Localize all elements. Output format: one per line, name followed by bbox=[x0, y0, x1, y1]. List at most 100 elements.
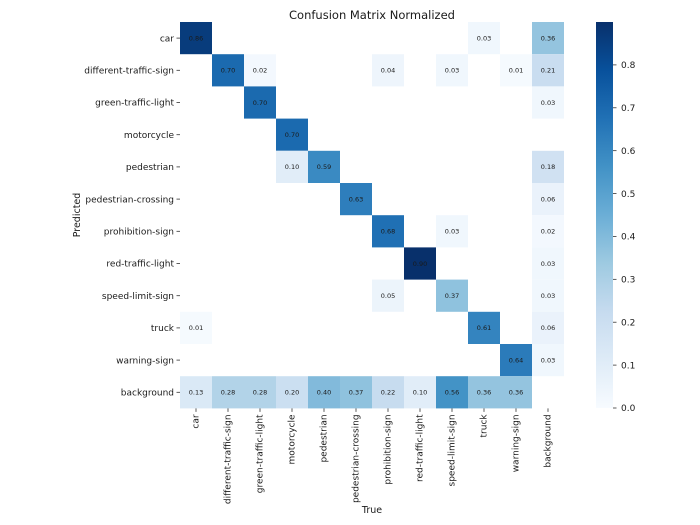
y-tick-label: motorcycle bbox=[124, 131, 175, 141]
x-tick-labels: car different-traffic-sign green-traffic-l… bbox=[192, 408, 554, 504]
cell-value-label: 0.36 bbox=[477, 389, 491, 397]
cell-value-label: 0.40 bbox=[317, 389, 331, 397]
heatmap-cell bbox=[276, 150, 308, 183]
heatmap-cell bbox=[404, 247, 436, 280]
cell-value-label: 0.03 bbox=[541, 99, 555, 107]
heatmap-cell bbox=[180, 376, 212, 409]
cell-value-label: 0.68 bbox=[381, 228, 395, 236]
x-tick-label: background bbox=[544, 414, 554, 467]
cell-value-label: 0.64 bbox=[509, 356, 523, 364]
cell-value-label: 0.02 bbox=[253, 67, 267, 75]
heatmap-cell bbox=[340, 183, 372, 216]
x-tick-label: different-traffic-sign bbox=[224, 414, 234, 504]
cell-value-label: 0.18 bbox=[541, 163, 555, 171]
heatmap-cell bbox=[404, 376, 436, 409]
heatmap-cell bbox=[500, 54, 532, 87]
y-axis-label: Predicted bbox=[72, 193, 83, 238]
cell-value-label: 0.10 bbox=[413, 389, 427, 397]
cell-value-label: 0.05 bbox=[381, 292, 395, 300]
cell-value-label: 0.02 bbox=[541, 228, 555, 236]
cell-value-label: 0.04 bbox=[381, 67, 395, 75]
colorbar-tick-label: 0.1 bbox=[621, 361, 635, 371]
colorbar-tick-label: 0.6 bbox=[621, 147, 636, 157]
heatmap-cell bbox=[276, 118, 308, 151]
colorbar-tick-label: 0.0 bbox=[621, 404, 636, 414]
cell-value-label: 0.70 bbox=[253, 99, 267, 107]
heatmap-cells: 0.86 0.03 0.36 0.70 0.02 0.04 0.03 0.01 0.21 0.70… bbox=[180, 22, 564, 409]
colorbar-tick-label: 0.3 bbox=[621, 276, 635, 286]
heatmap-cell bbox=[244, 54, 276, 87]
cell-value-label: 0.13 bbox=[189, 389, 203, 397]
x-axis-label: True bbox=[361, 505, 382, 516]
heatmap-cell bbox=[276, 376, 308, 409]
cell-value-label: 0.03 bbox=[445, 228, 459, 236]
heatmap-cell bbox=[468, 376, 500, 409]
heatmap-cell bbox=[532, 279, 564, 312]
x-tick-label: motorcycle bbox=[288, 414, 298, 465]
cell-value-label: 0.03 bbox=[541, 356, 555, 364]
cell-value-label: 0.36 bbox=[509, 389, 523, 397]
x-tick-label: pedestrian-crossing bbox=[352, 414, 362, 503]
cell-value-label: 0.70 bbox=[221, 67, 235, 75]
cell-value-label: 0.03 bbox=[445, 67, 459, 75]
cell-value-label: 0.59 bbox=[317, 163, 331, 171]
heatmap-cell bbox=[532, 183, 564, 216]
y-tick-label: different-traffic-sign bbox=[84, 67, 174, 77]
heatmap-cell bbox=[212, 54, 244, 87]
heatmap-cell bbox=[244, 86, 276, 119]
y-tick-label: speed-limit-sign bbox=[102, 292, 174, 302]
cell-value-label: 0.37 bbox=[445, 292, 459, 300]
cell-value-label: 0.01 bbox=[509, 67, 523, 75]
x-tick-label: speed-limit-sign bbox=[448, 414, 458, 486]
heatmap-cell bbox=[436, 215, 468, 248]
heatmap-cell bbox=[372, 279, 404, 312]
heatmap-cell bbox=[532, 54, 564, 87]
heatmap-cell bbox=[468, 22, 500, 55]
cell-value-label: 0.86 bbox=[189, 34, 203, 42]
cell-value-label: 0.03 bbox=[477, 34, 491, 42]
heatmap-cell bbox=[372, 376, 404, 409]
colorbar-tick-label: 0.8 bbox=[621, 61, 636, 71]
heatmap-cell bbox=[244, 376, 276, 409]
cell-value-label: 0.28 bbox=[253, 389, 267, 397]
heatmap-cell bbox=[180, 22, 212, 55]
x-tick-label: red-traffic-light bbox=[416, 414, 426, 482]
y-tick-label: truck bbox=[151, 324, 175, 334]
heatmap-cell bbox=[436, 54, 468, 87]
cell-value-label: 0.03 bbox=[541, 292, 555, 300]
cell-value-label: 0.10 bbox=[285, 163, 299, 171]
heatmap-cell bbox=[532, 311, 564, 344]
cell-value-label: 0.56 bbox=[445, 389, 459, 397]
cell-value-label: 0.90 bbox=[413, 260, 427, 268]
heatmap-cell bbox=[372, 54, 404, 87]
heatmap-cell bbox=[532, 22, 564, 55]
y-tick-label: pedestrian-crossing bbox=[85, 195, 174, 205]
y-tick-label: prohibition-sign bbox=[104, 228, 174, 238]
cell-value-label: 0.20 bbox=[285, 389, 299, 397]
cell-value-label: 0.01 bbox=[189, 324, 203, 332]
heatmap-cell bbox=[308, 376, 340, 409]
heatmap-cell bbox=[532, 86, 564, 119]
colorbar-tick-label: 0.2 bbox=[621, 318, 635, 328]
heatmap-cell bbox=[532, 215, 564, 248]
heatmap-cell bbox=[500, 376, 532, 409]
heatmap-cell bbox=[308, 150, 340, 183]
chart-title: Confusion Matrix Normalized bbox=[289, 8, 455, 22]
cell-value-label: 0.36 bbox=[541, 34, 555, 42]
colorbar-tick-label: 0.5 bbox=[621, 190, 635, 200]
heatmap-cell bbox=[340, 376, 372, 409]
y-tick-labels: car different-traffic-sign green-traffic-l… bbox=[84, 34, 180, 399]
cell-value-label: 0.63 bbox=[349, 195, 363, 203]
colorbar-gradient bbox=[596, 22, 613, 408]
cell-value-label: 0.61 bbox=[477, 324, 491, 332]
y-tick-label: background bbox=[121, 389, 174, 399]
y-tick-label: car bbox=[160, 34, 174, 44]
heatmap-cell bbox=[532, 247, 564, 280]
x-tick-label: green-traffic-light bbox=[256, 414, 266, 493]
x-tick-label: pedestrian bbox=[320, 414, 330, 462]
heatmap-cell bbox=[468, 311, 500, 344]
colorbar-tick-label: 0.7 bbox=[621, 104, 635, 114]
cell-value-label: 0.22 bbox=[381, 389, 395, 397]
heatmap-cell bbox=[212, 376, 244, 409]
cell-value-label: 0.06 bbox=[541, 195, 555, 203]
